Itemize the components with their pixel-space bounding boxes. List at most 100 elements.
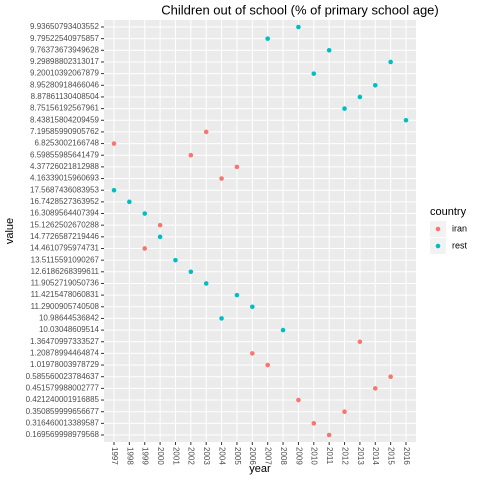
y-tick-label: 10.03048609514 (39, 325, 100, 334)
x-tick-label: 2008 (279, 447, 288, 465)
x-tick-label: 2001 (171, 447, 180, 465)
y-tick-label: 16.7428527363952 (30, 197, 100, 206)
y-axis-label: value (4, 218, 16, 244)
x-tick-label: 2005 (233, 447, 242, 465)
y-tick-label: 14.4610795974731 (30, 244, 100, 253)
y-tick-label: 4.37726021812988 (30, 162, 100, 171)
y-tick-label: 10.98644536842 (39, 314, 100, 323)
y-tick-label: 13.5115591090267 (31, 255, 100, 264)
point (311, 421, 317, 426)
point (188, 269, 194, 275)
x-tick-label: 1999 (141, 447, 150, 465)
y-tick-label: 1.01978003978729 (30, 360, 100, 369)
point (388, 59, 393, 65)
x-tick-label: 2002 (187, 447, 196, 465)
y-tick-label: 9.20010392067879 (30, 69, 100, 78)
y-tick-label: 8.95280918466046 (30, 80, 100, 89)
y-tick-label: 8.75156192567961 (30, 104, 100, 113)
plot-panel (104, 20, 416, 442)
point (173, 257, 178, 263)
y-tick-label: 9.29898802313017 (30, 57, 100, 66)
y-tick-label: 15.1262502670288 (30, 220, 100, 229)
x-tick-label: 2016 (402, 447, 411, 465)
x-tick-label: 2015 (387, 447, 396, 465)
point (111, 141, 117, 146)
y-tick-label: 0.585560023784637 (26, 372, 100, 381)
x-tick-label: 2013 (356, 447, 365, 465)
y-tick-label: 9.79522540975857 (30, 34, 100, 43)
point (188, 152, 194, 158)
point (357, 339, 363, 345)
point (203, 281, 209, 286)
y-tick-label: 7.19585990905762 (30, 127, 100, 136)
point (342, 409, 347, 414)
y-tick-label: 0.350859999656677 (26, 407, 100, 416)
point (296, 24, 301, 30)
point (142, 246, 148, 251)
y-tick-label: 1.36470997333527 (30, 337, 100, 346)
point (311, 71, 317, 76)
legend-title: country (430, 206, 467, 218)
y-tick-label: 12.6186268399611 (31, 267, 100, 276)
legend-label: iran (452, 223, 467, 233)
point (265, 36, 270, 41)
point (157, 222, 163, 228)
y-tick-label: 11.2900905740508 (31, 302, 100, 311)
point (219, 316, 224, 321)
point (265, 362, 270, 368)
point (372, 82, 378, 88)
x-tick-label: 2012 (340, 447, 349, 465)
y-tick-label: 8.43815804209459 (30, 115, 100, 124)
legend-swatch (435, 226, 441, 232)
chart-title: Children out of school (% of primary sch… (161, 2, 438, 17)
point (111, 187, 117, 193)
x-tick-label: 2011 (325, 447, 334, 465)
y-tick-label: 6.8253002166748 (34, 139, 99, 148)
point (250, 304, 255, 310)
legend-label: rest (452, 240, 468, 250)
y-tick-label: 8.87861130408504 (31, 92, 100, 101)
point (388, 374, 393, 380)
y-tick-label: 4.16339015960693 (30, 174, 100, 183)
x-axis-label: year (249, 463, 271, 475)
point (234, 164, 240, 170)
y-tick-label: 1.20878994464874 (30, 349, 100, 358)
y-tick-label: 6.59855985641479 (30, 150, 100, 159)
y-tick-label: 0.421240001916885 (26, 395, 100, 404)
point (203, 129, 209, 135)
point (250, 351, 255, 356)
x-tick-label: 2003 (202, 447, 211, 465)
point (234, 292, 240, 298)
x-tick-label: 2000 (156, 447, 165, 465)
y-tick-label: 11.9052719050736 (31, 279, 100, 288)
point (372, 386, 378, 391)
y-tick-label: 0.316460013389587 (26, 418, 100, 427)
point (342, 106, 347, 111)
point (142, 211, 148, 216)
point (219, 176, 224, 181)
point (296, 397, 301, 403)
x-tick-label: 2006 (248, 447, 257, 465)
x-tick-label: 2007 (264, 447, 273, 465)
y-tick-label: 9.93650793403552 (30, 22, 100, 31)
y-tick-label: 9.76373673949628 (30, 45, 100, 54)
point (357, 94, 363, 100)
y-tick-label: 16.3089564407394 (30, 209, 100, 218)
x-tick-label: 2014 (371, 447, 380, 465)
y-tick-label: 0.169569998979568 (26, 430, 100, 439)
y-tick-label: 14.7726587219446 (30, 232, 100, 241)
y-tick-label: 11.4215478060831 (31, 290, 100, 299)
x-tick-label: 1997 (110, 447, 119, 465)
x-tick-label: 2004 (217, 447, 226, 465)
point (326, 432, 332, 438)
point (326, 48, 332, 53)
x-tick-label: 1998 (125, 447, 134, 465)
y-tick-label: 17.5687436083953 (30, 185, 100, 194)
point (157, 234, 163, 240)
legend-swatch (435, 243, 441, 249)
x-tick-label: 2009 (294, 447, 303, 465)
point (127, 199, 132, 205)
x-tick-label: 2010 (310, 447, 319, 465)
y-tick-label: 0.451579988002777 (26, 383, 100, 392)
